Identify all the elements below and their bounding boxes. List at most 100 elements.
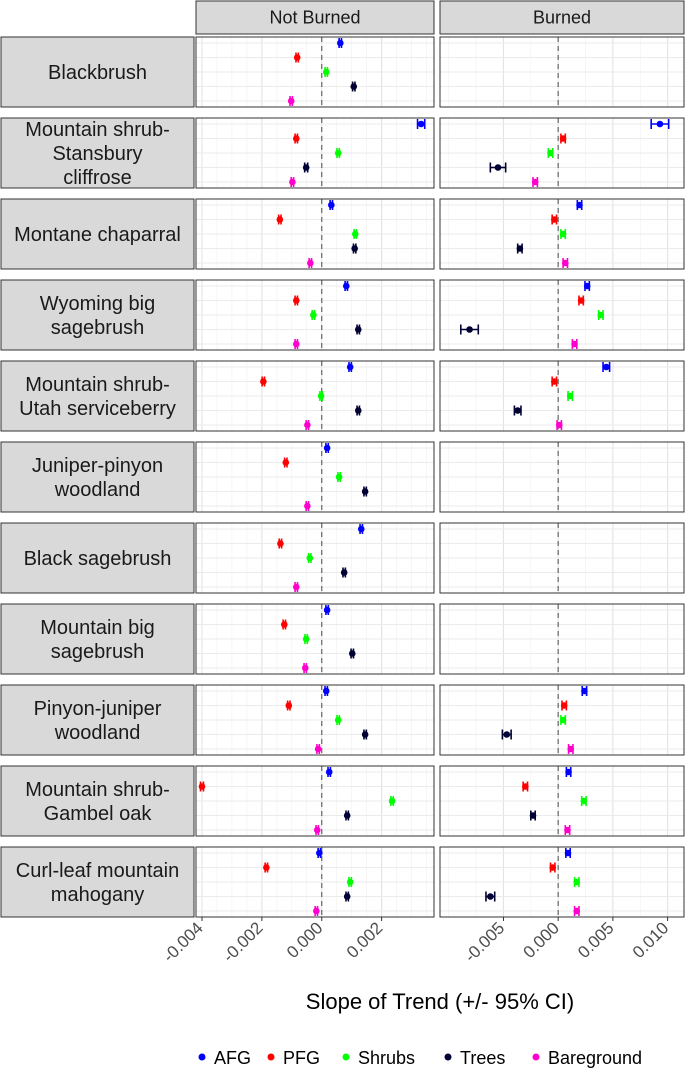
- error-bar-trees: [348, 648, 356, 659]
- error-bar-shrubs: [580, 796, 588, 806]
- legend-label: Shrubs: [358, 1048, 415, 1068]
- error-bar-bareground: [573, 906, 581, 916]
- error-bar-pfg: [260, 376, 267, 387]
- x-tick-label: 0.000: [283, 918, 327, 962]
- error-bar-pfg: [522, 781, 529, 792]
- error-bar-bareground: [289, 177, 296, 187]
- point-trees: [302, 164, 310, 171]
- error-bar-shrubs: [317, 391, 325, 401]
- point-afg: [322, 687, 330, 695]
- error-bar-pfg: [282, 457, 290, 468]
- legend-swatch: [342, 1053, 350, 1061]
- row-label: Juniper-pinyon: [32, 455, 163, 477]
- point-pfg: [281, 621, 288, 628]
- strip-header-bg: [439, 0, 685, 35]
- point-pfg: [560, 702, 568, 709]
- error-bar-trees: [516, 243, 524, 254]
- error-bar-afg: [564, 848, 572, 858]
- legend-label: Bareground: [548, 1048, 642, 1068]
- panel-border: [195, 603, 435, 675]
- panel-border: [439, 360, 685, 432]
- point-bareground: [287, 97, 295, 105]
- point-afg: [603, 363, 610, 371]
- error-bar-trees: [501, 729, 512, 740]
- error-bar-shrubs: [547, 148, 554, 158]
- panel-border: [195, 360, 435, 432]
- error-bar-afg: [581, 686, 588, 696]
- point-afg: [656, 120, 664, 128]
- error-bar-pfg: [277, 538, 284, 549]
- point-pfg: [559, 135, 567, 142]
- point-shrubs: [597, 311, 605, 319]
- point-afg: [342, 282, 350, 290]
- panel-border: [195, 684, 435, 756]
- strip-header-label: Not Burned: [269, 8, 360, 28]
- error-bar-shrubs: [306, 553, 314, 563]
- error-bar-shrubs: [388, 796, 396, 806]
- point-trees: [361, 488, 369, 495]
- point-shrubs: [334, 716, 342, 724]
- error-bar-afg: [416, 119, 426, 129]
- point-trees: [514, 407, 521, 414]
- legend-item-afg: AFG: [198, 1048, 251, 1068]
- error-bar-afg: [328, 200, 335, 210]
- error-bar-shrubs: [302, 634, 310, 644]
- error-bar-trees: [340, 567, 348, 578]
- error-bar-trees: [361, 486, 369, 497]
- row-label: Gambel oak: [44, 803, 153, 825]
- point-bareground: [561, 259, 569, 267]
- error-bar-trees: [343, 891, 351, 902]
- row-label: Mountain shrub-: [25, 374, 170, 396]
- error-bar-afg: [342, 281, 350, 291]
- point-bareground: [304, 421, 311, 429]
- panel-border: [439, 765, 685, 837]
- point-afg: [417, 120, 425, 128]
- point-bareground: [531, 178, 539, 186]
- panel-border: [195, 846, 435, 918]
- row-label: sagebrush: [51, 317, 144, 339]
- point-trees: [343, 893, 351, 900]
- point-shrubs: [351, 230, 359, 238]
- error-bar-bareground: [313, 825, 321, 835]
- panel-border: [439, 684, 685, 756]
- point-shrubs: [388, 797, 396, 805]
- x-tick-label: -0.002: [219, 918, 267, 966]
- error-bar-pfg: [560, 700, 568, 711]
- row-label-bg: [0, 36, 195, 108]
- error-bar-shrubs: [334, 715, 342, 725]
- error-bar-bareground: [301, 663, 309, 673]
- point-shrubs: [559, 230, 567, 238]
- error-bar-bareground: [564, 825, 571, 835]
- point-afg: [581, 687, 588, 695]
- x-tick-label: -0.004: [159, 918, 207, 966]
- error-bar-bareground: [313, 906, 320, 916]
- error-bar-afg: [323, 605, 331, 615]
- error-bar-shrubs: [322, 67, 330, 77]
- row-label: Utah serviceberry: [19, 398, 176, 420]
- error-bar-shrubs: [346, 877, 354, 887]
- point-bareground: [292, 340, 300, 348]
- strip-header-label: Burned: [533, 8, 591, 28]
- error-bar-bareground: [571, 339, 578, 349]
- strip-header-bg: [195, 0, 435, 35]
- x-tick-label: -0.005: [461, 918, 509, 966]
- row-label-bg: [0, 765, 195, 837]
- error-bar-bareground: [287, 96, 295, 106]
- point-pfg: [198, 783, 206, 790]
- error-bar-pfg: [281, 619, 288, 630]
- error-bar-afg: [316, 848, 323, 858]
- error-bar-shrubs: [573, 877, 581, 887]
- row-label: woodland: [54, 479, 141, 501]
- legend-item-pfg: PFG: [267, 1048, 320, 1068]
- point-afg: [565, 768, 572, 776]
- point-trees: [348, 650, 356, 657]
- error-bar-afg: [357, 524, 365, 534]
- error-bar-pfg: [551, 214, 558, 225]
- error-bar-trees: [350, 81, 358, 92]
- point-bareground: [292, 583, 300, 591]
- point-trees: [351, 245, 358, 252]
- point-trees: [487, 893, 494, 900]
- row-label: Curl-leaf mountain: [16, 860, 179, 882]
- row-label: Black sagebrush: [24, 548, 172, 570]
- legend-label: PFG: [283, 1048, 320, 1068]
